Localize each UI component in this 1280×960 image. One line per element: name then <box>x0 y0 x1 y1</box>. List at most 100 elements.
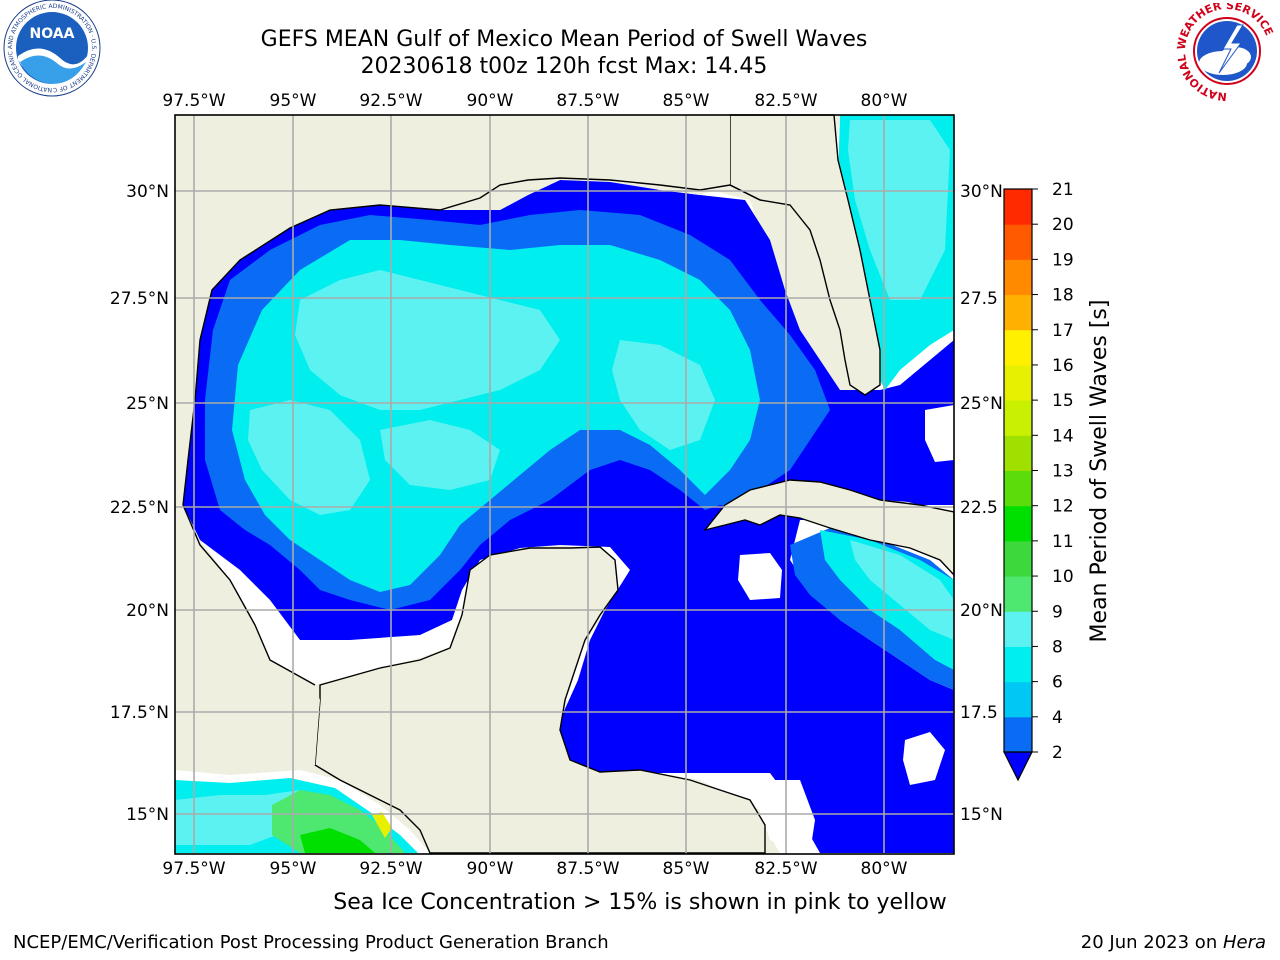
colorbar-segment <box>1004 470 1032 507</box>
swell-band-light-1 <box>295 270 560 410</box>
colorbar-segment <box>1004 646 1032 683</box>
swell-band-caribbean-light <box>850 540 954 640</box>
lat-label-left: 15°N <box>126 805 169 825</box>
lat-label-left: 27.5°N <box>110 289 169 309</box>
map-title: GEFS MEAN Gulf of Mexico Mean Period of … <box>260 27 868 52</box>
colorbar: 2 4 6 8 9 10 11 12 13 14 15 16 17 18 19 20 21 <box>1003 180 1074 782</box>
lat-label-left: 17.5°N <box>110 703 169 723</box>
swell-band-light-3 <box>612 340 715 450</box>
lon-label-top: 82.5°W <box>754 91 817 111</box>
colorbar-segment <box>1004 400 1032 436</box>
lon-labels-top: 97.5°W 95°W 92.5°W 90°W 87.5°W 85°W 82.5… <box>162 91 907 111</box>
colorbar-tick-label: 18 <box>1052 286 1074 306</box>
lon-label-top: 97.5°W <box>162 91 225 111</box>
lat-labels-left: 30°N 27.5°N 25°N 22.5°N 20°N 17.5°N 15°N <box>110 182 169 825</box>
coastline-north <box>182 177 761 506</box>
lon-label-top: 92.5°W <box>359 91 422 111</box>
lon-labels-bottom: 97.5°W 95°W 92.5°W 90°W 87.5°W 85°W 82.5… <box>162 859 907 879</box>
land-cuba <box>703 479 955 577</box>
colorbar-tick-label: 14 <box>1052 426 1074 446</box>
lat-label-left: 25°N <box>126 394 169 414</box>
lon-label-bottom: 95°W <box>270 859 317 879</box>
lat-label-left: 20°N <box>126 601 169 621</box>
lon-label-bottom: 90°W <box>467 859 514 879</box>
colorbar-tick-label: 2 <box>1052 743 1063 763</box>
colorbar-segment <box>1004 189 1032 225</box>
colorbar-segment <box>1004 576 1032 612</box>
lat-label-right: 22.5 <box>960 498 998 518</box>
lon-label-top: 80°W <box>861 91 908 111</box>
lat-label-right: 17.5 <box>960 703 998 723</box>
nws-logo: NATIONAL WEATHER SERVICE <box>1175 3 1276 103</box>
colorbar-tick-label: 21 <box>1052 180 1074 200</box>
colorbar-segment <box>1004 364 1032 401</box>
colorbar-tick-label: 12 <box>1052 497 1074 517</box>
colorbar-segment <box>1004 716 1032 753</box>
swell-band-light-2 <box>248 400 370 515</box>
lon-label-bottom: 85°W <box>663 859 710 879</box>
colorbar-tick-label: 16 <box>1052 356 1074 376</box>
lon-label-top: 90°W <box>467 91 514 111</box>
nodata-patch-2 <box>903 732 945 785</box>
noaa-logo: NOAA NATIONAL OCEANIC AND ATMOSPHERIC AD… <box>0 0 101 97</box>
footer-date: 20 Jun 2023 on Hera <box>1081 932 1266 953</box>
map-plot-area <box>174 114 955 855</box>
colorbar-tick-label: 20 <box>1052 215 1074 235</box>
colorbar-segment <box>1004 259 1032 296</box>
colorbar-extend-arrow <box>1003 751 1033 782</box>
colorbar-tick-label: 6 <box>1052 673 1063 693</box>
lon-label-top: 87.5°W <box>556 91 619 111</box>
coastline-mexico <box>182 504 316 686</box>
lat-label-right: 25°N <box>960 394 1003 414</box>
nodata-patch-4 <box>760 780 815 853</box>
swell-band-pacific-green-dark <box>300 828 375 853</box>
colorbar-tick-label: 15 <box>1052 391 1074 411</box>
noaa-logo-label: NOAA <box>30 26 75 42</box>
land-yucatan <box>314 546 766 854</box>
nodata-patch-3 <box>925 405 954 462</box>
lon-label-top: 85°W <box>663 91 710 111</box>
colorbar-tick-label: 19 <box>1052 250 1074 270</box>
colorbar-segment <box>1004 681 1032 718</box>
land-north-gulf <box>175 115 730 505</box>
colorbar-tick-label: 17 <box>1052 321 1074 341</box>
map-frame <box>174 114 955 855</box>
colorbar-segment <box>1004 540 1032 577</box>
lon-label-bottom: 80°W <box>861 859 908 879</box>
lon-label-bottom: 87.5°W <box>556 859 619 879</box>
colorbar-segment <box>1004 329 1032 366</box>
swell-band-atlantic-light <box>848 120 950 300</box>
swell-band-atlantic-deep <box>830 340 954 505</box>
colorbar-segment <box>1004 505 1032 542</box>
swell-band-caribbean-cyan <box>820 530 954 670</box>
footer-date-text: 20 Jun 2023 on <box>1080 932 1223 953</box>
map-subtitle: 20230618 t00z 120h fcst Max: 14.45 <box>360 54 768 79</box>
colorbar-tick-label: 10 <box>1052 567 1074 587</box>
footer-host: Hera <box>1222 932 1266 953</box>
lon-label-bottom: 82.5°W <box>754 859 817 879</box>
sea-ice-note: Sea Ice Concentration > 15% is shown in … <box>333 890 947 915</box>
colorbar-segment <box>1004 294 1032 331</box>
nodata-patch-1 <box>738 553 782 600</box>
colorbar-segment <box>1004 611 1032 647</box>
colorbar-segment <box>1004 435 1032 471</box>
colorbar-tick-label: 8 <box>1052 637 1063 657</box>
lat-labels-right: 30°N 27.5 25°N 22.5 20°N 17.5 15°N <box>960 182 1003 825</box>
lon-label-bottom: 97.5°W <box>162 859 225 879</box>
footer-credit: NCEP/EMC/Verification Post Processing Pr… <box>13 932 609 953</box>
lat-label-right: 30°N <box>960 182 1003 202</box>
land-mexico-west <box>175 505 320 772</box>
lat-label-right: 20°N <box>960 601 1003 621</box>
lat-label-left: 30°N <box>126 182 169 202</box>
lat-label-left: 22.5°N <box>110 498 169 518</box>
colorbar-tick-label: 4 <box>1052 708 1063 728</box>
colorbar-label: Mean Period of Swell Waves [s] <box>1087 300 1112 643</box>
lon-label-bottom: 92.5°W <box>359 859 422 879</box>
lon-label-top: 95°W <box>270 91 317 111</box>
colorbar-segment <box>1004 224 1032 260</box>
graticule <box>175 115 954 854</box>
swell-band-light-4 <box>380 420 500 490</box>
swell-band-pacific-yellow <box>372 812 392 838</box>
colorbar-tick-label: 11 <box>1052 532 1074 552</box>
